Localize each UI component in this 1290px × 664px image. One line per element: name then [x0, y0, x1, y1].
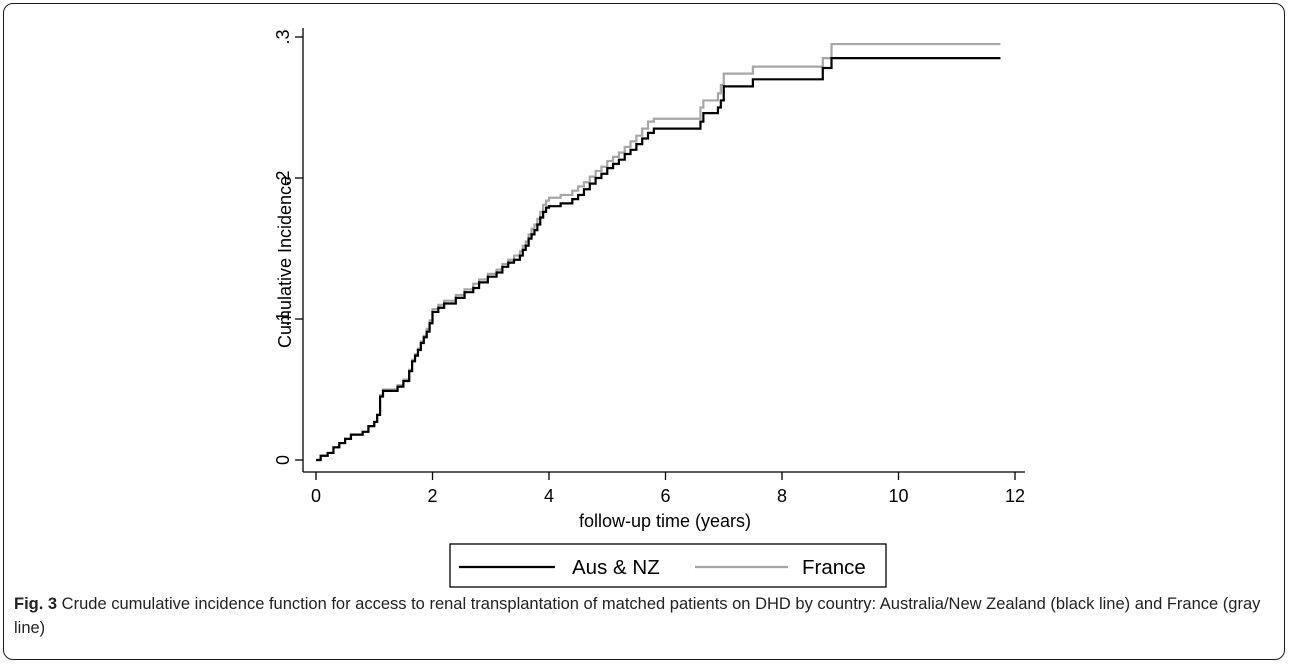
series-line-aus-nz [316, 57, 1001, 462]
legend: Aus & NZ France [449, 543, 887, 588]
chart: Cumulative Incidence follow-up time (yea… [273, 28, 1025, 588]
y-tick-label: .1 [273, 311, 293, 326]
x-tick-label: 6 [660, 486, 670, 506]
legend-label-france: France [802, 556, 866, 579]
y-tick-label: .2 [273, 170, 293, 185]
y-tick-label: 0 [273, 455, 293, 465]
axes: Cumulative Incidence follow-up time (yea… [273, 28, 1025, 531]
y-axis-title: Cumulative Incidence [275, 176, 295, 348]
figure-caption-text: Crude cumulative incidence function for … [14, 595, 1261, 637]
series-line-france [316, 42, 1001, 462]
figure-label: Fig. 3 [14, 595, 58, 613]
x-axis-title: follow-up time (years) [579, 511, 751, 531]
legend-box [449, 543, 887, 588]
x-tick-label: 12 [1005, 486, 1025, 506]
y-tick-label: .3 [273, 29, 293, 44]
x-tick-label: 10 [888, 486, 908, 506]
legend-label-aus-nz: Aus & NZ [572, 556, 660, 579]
x-tick-label: 0 [311, 486, 321, 506]
x-tick-label: 2 [427, 486, 437, 506]
plot-area [316, 42, 1001, 462]
x-tick-label: 4 [544, 486, 554, 506]
figure-frame [3, 3, 1285, 660]
figure-caption: Fig. 3 Crude cumulative incidence functi… [14, 592, 1269, 640]
x-tick-label: 8 [777, 486, 787, 506]
